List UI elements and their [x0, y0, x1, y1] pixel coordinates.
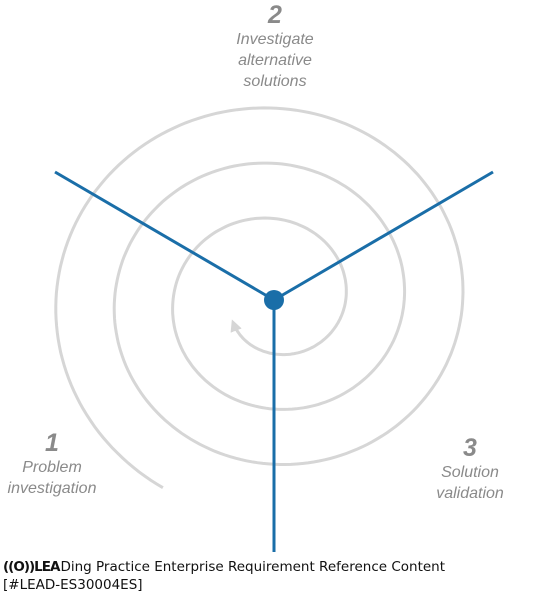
spiral-path	[54, 106, 465, 489]
phase-1-number: 1	[45, 429, 59, 457]
footer-reference-id: [#LEAD-ES30004ES]	[3, 577, 143, 593]
axis-line-right	[273, 170, 494, 302]
spiral-diagram	[54, 106, 494, 552]
center-node	[264, 290, 284, 310]
footer-line-1: ((O))LEADing Practice Enterprise Require…	[3, 558, 533, 576]
axis-line-left	[54, 170, 275, 302]
phase-3-number: 3	[463, 434, 477, 462]
phase-3-label: 3 Solution validation	[410, 435, 530, 504]
phase-2-number: 2	[268, 1, 282, 29]
phase-2-label: 2 Investigate alternative solutions	[190, 2, 360, 92]
phase-2-text: Investigate alternative solutions	[236, 31, 314, 90]
phase-1-label: 1 Problem investigation	[0, 430, 112, 499]
footer-title: Ding Practice Enterprise Requirement Ref…	[60, 559, 446, 575]
footer-credit: ((O))LEADing Practice Enterprise Require…	[3, 558, 533, 594]
leading-practice-logo: ((O))LEA	[3, 559, 60, 575]
phase-1-text: Problem investigation	[7, 459, 97, 497]
phase-3-text: Solution validation	[436, 464, 504, 502]
